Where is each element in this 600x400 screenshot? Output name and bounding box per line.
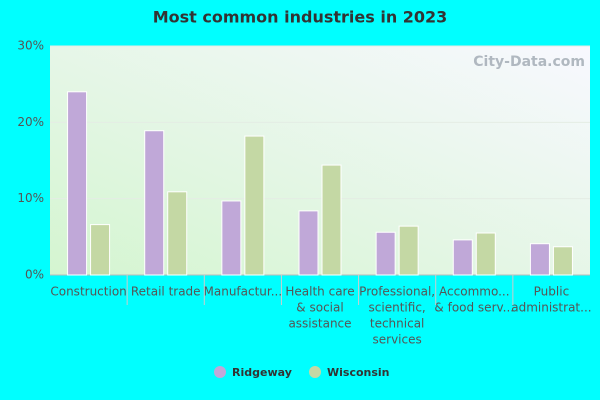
legend-label: Ridgeway xyxy=(232,366,292,379)
y-tick-label: 10% xyxy=(17,191,44,205)
watermark: City-Data.com xyxy=(473,54,585,70)
bar xyxy=(244,135,265,276)
x-tick-label: & food serv... xyxy=(434,301,514,315)
x-tick-label: administrat... xyxy=(511,301,591,315)
x-tick-label: Construction xyxy=(50,285,126,299)
x-tick-label: services xyxy=(373,333,422,347)
bar xyxy=(552,246,573,276)
bar xyxy=(167,191,188,276)
bar xyxy=(375,231,396,276)
bar xyxy=(221,200,242,276)
plot-area xyxy=(50,46,590,275)
bar xyxy=(475,232,496,276)
x-tick-label: Manufactur... xyxy=(204,285,283,299)
bar xyxy=(529,243,550,276)
bar xyxy=(321,164,342,276)
legend-swatch xyxy=(214,366,226,378)
bar xyxy=(144,130,165,276)
x-tick-label: Accommo... xyxy=(439,285,510,299)
bar xyxy=(398,225,419,276)
bar xyxy=(452,239,473,276)
x-tick-label: Health care xyxy=(285,285,354,299)
bar xyxy=(298,210,319,276)
chart-title: Most common industries in 2023 xyxy=(153,8,448,27)
x-tick-label: & social xyxy=(296,301,343,315)
x-tick-label: assistance xyxy=(288,317,351,331)
y-tick-label: 20% xyxy=(17,115,44,129)
bar xyxy=(90,224,111,276)
legend-label: Wisconsin xyxy=(327,366,390,379)
y-tick-label: 30% xyxy=(17,39,44,53)
x-tick-label: scientific, xyxy=(369,301,426,315)
legend-swatch xyxy=(309,366,321,378)
bar xyxy=(67,91,88,276)
x-tick-label: Public xyxy=(534,285,570,299)
x-tick-label: technical xyxy=(370,317,425,331)
x-tick-label: Retail trade xyxy=(131,285,201,299)
x-tick-label: Professional, xyxy=(359,285,435,299)
y-tick-label: 0% xyxy=(25,268,44,282)
